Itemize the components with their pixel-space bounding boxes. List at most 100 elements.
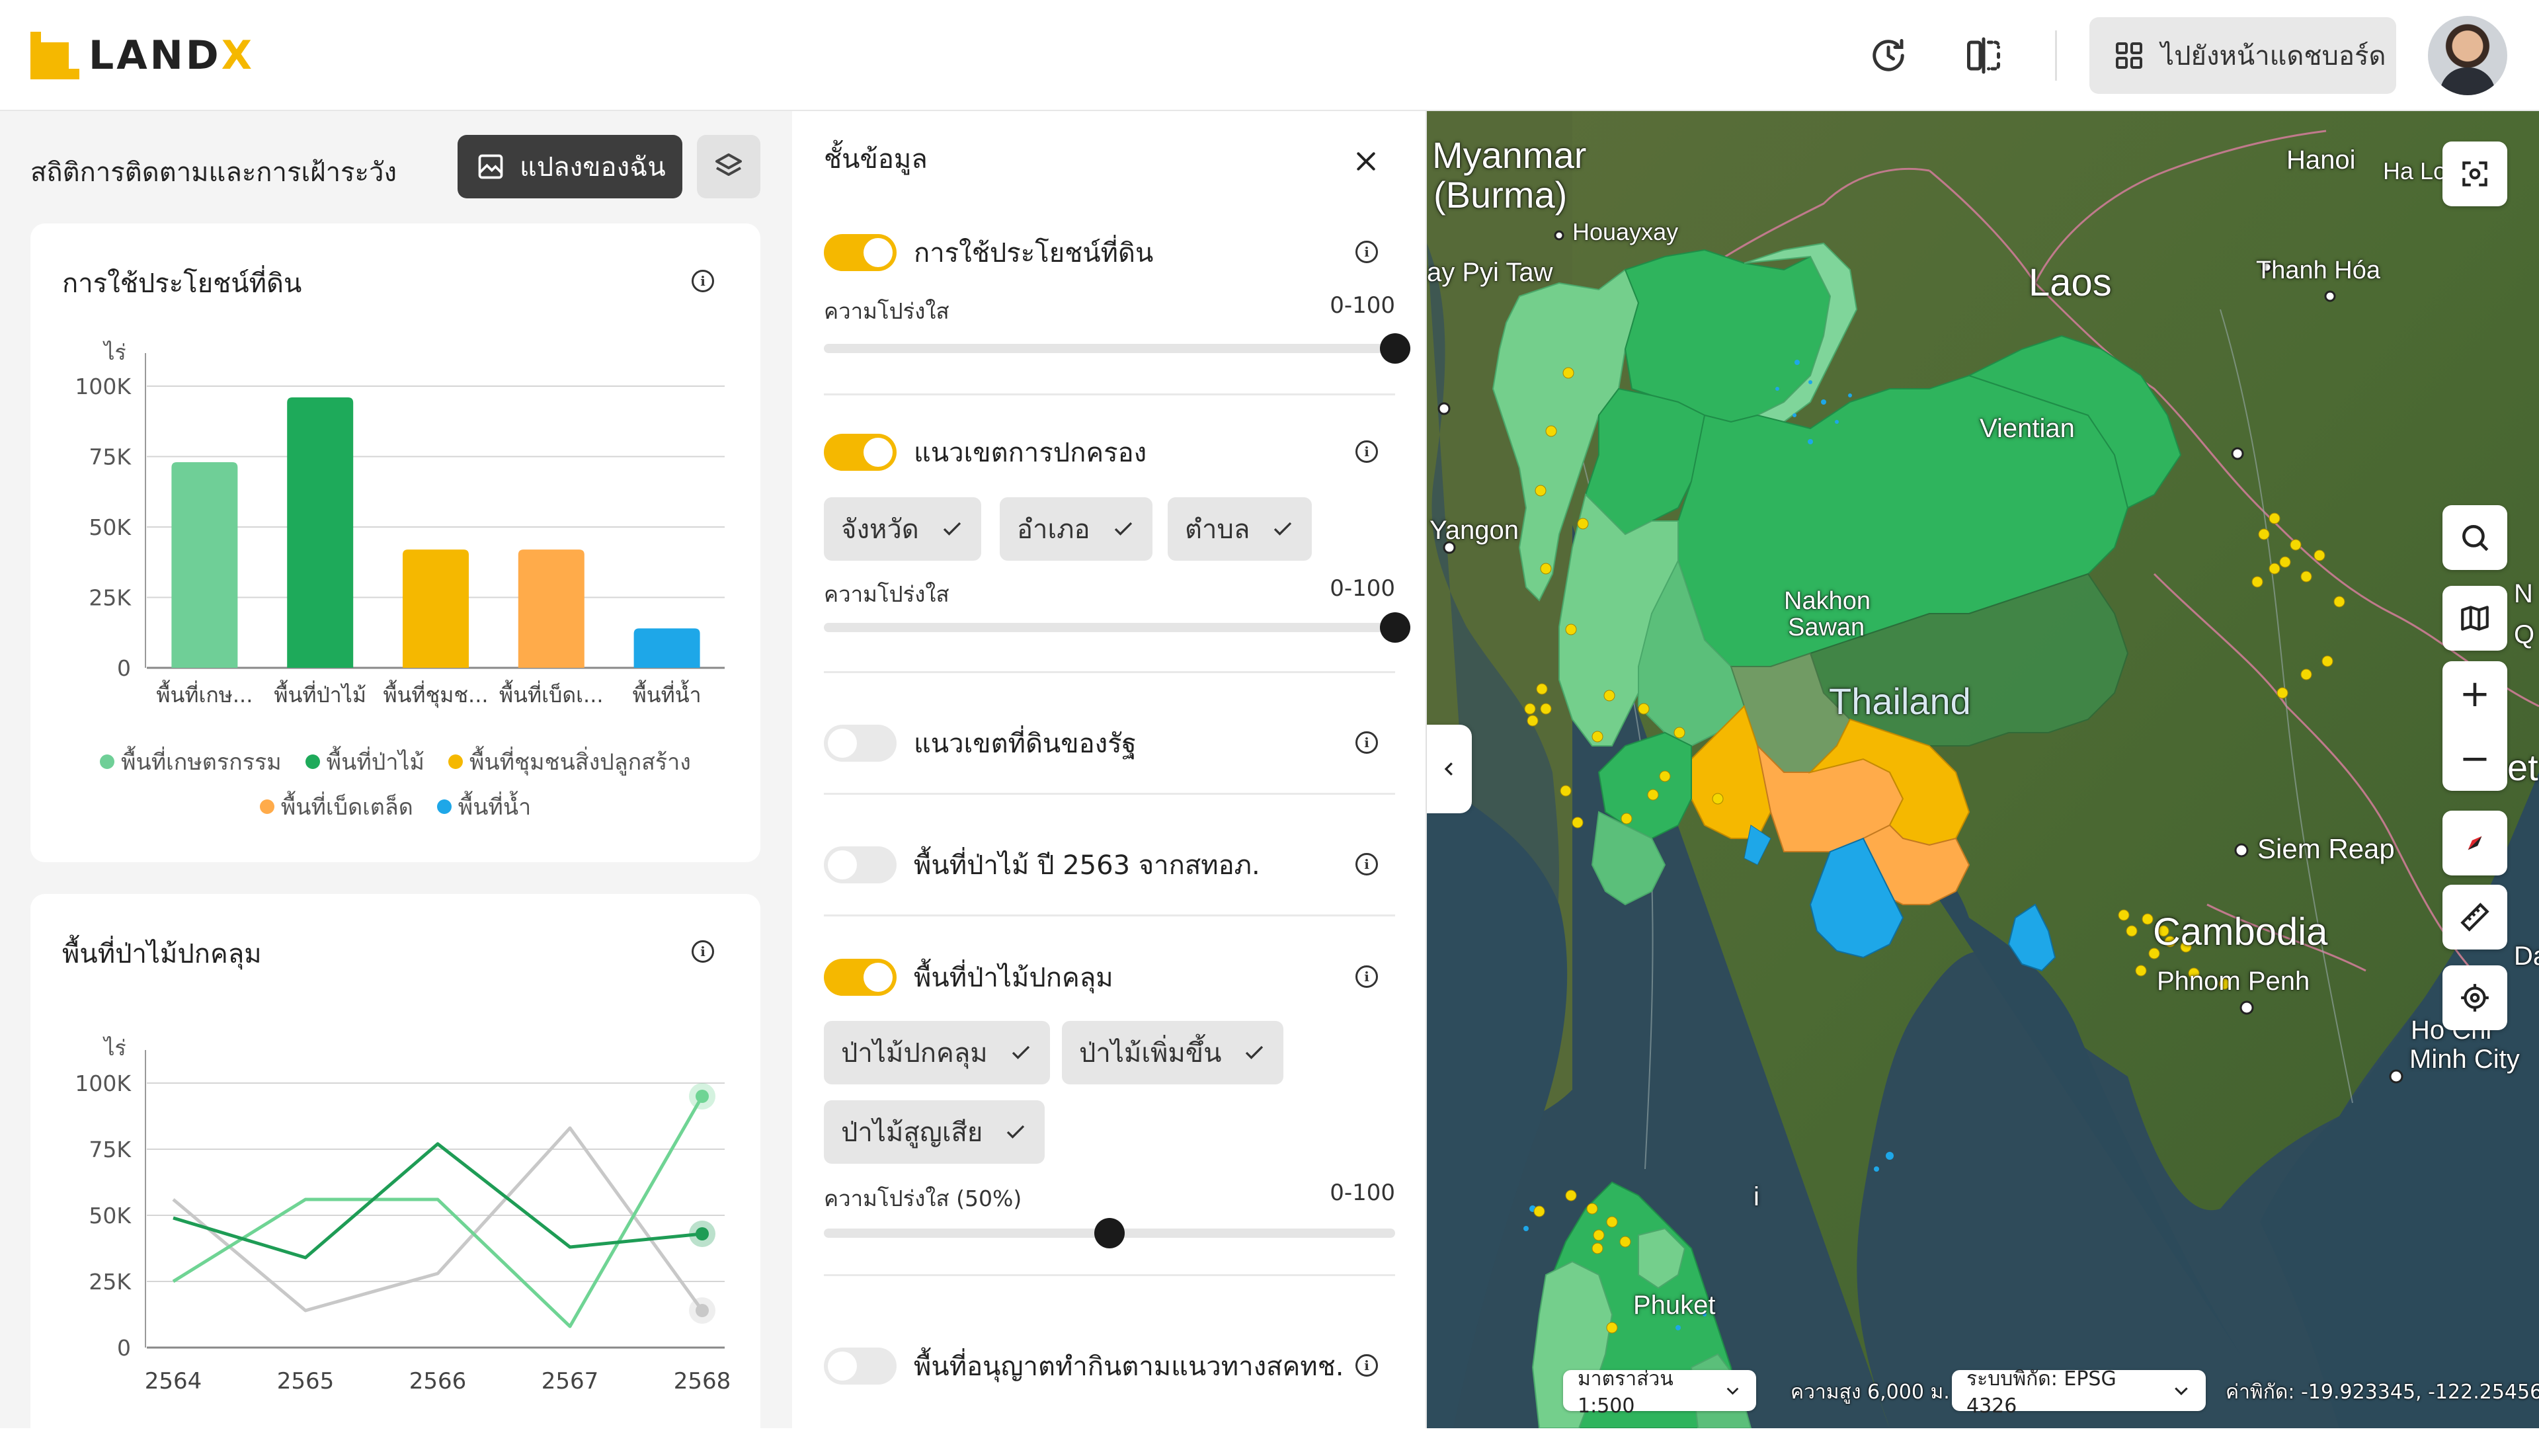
check-icon xyxy=(1007,1125,1025,1139)
layer-toggle[interactable] xyxy=(824,959,897,996)
altitude-readout: ความสูง 6,000 ม. xyxy=(1791,1381,1950,1404)
info-icon[interactable]: i xyxy=(1355,731,1378,754)
series-line[interactable] xyxy=(173,1142,703,1260)
layer-permit-area: พื้นที่อนุญาตทำกินตามแนวทางสคทช. i xyxy=(824,1341,1395,1437)
chip-forest-loss[interactable]: ป่าไม้สูญเสีย xyxy=(824,1100,1045,1164)
map-label: et xyxy=(2507,747,2538,788)
chip-forest-cover[interactable]: ป่าไม้ปกคลุม xyxy=(824,1021,1050,1084)
slider-handle[interactable] xyxy=(1094,1218,1125,1248)
go-to-dashboard-button[interactable]: ไปยังหน้าแดชบอร์ด xyxy=(2089,17,2396,94)
bar[interactable] xyxy=(287,397,354,668)
locate-button[interactable] xyxy=(2442,965,2507,1030)
y-tick-label: 25K xyxy=(89,585,132,611)
chip-subdistrict[interactable]: ตำบล xyxy=(1168,497,1312,561)
crs-select[interactable]: ระบบพิกัด: EPSG 4326 xyxy=(1952,1367,2206,1418)
scale-select[interactable]: มาตราส่วน 1:500 xyxy=(1563,1367,1756,1418)
layers-toggle-button[interactable] xyxy=(697,135,760,198)
x-tick-label: 2564 xyxy=(145,1368,202,1395)
data-point[interactable] xyxy=(696,1304,709,1317)
map-label: Da xyxy=(2514,942,2539,971)
check-icon xyxy=(1274,522,1292,536)
chip-district[interactable]: อำเภอ xyxy=(1000,497,1152,561)
map-label: Nakhon xyxy=(1784,587,1871,615)
layer-name: พื้นที่ป่าไม้ปกคลุม xyxy=(914,963,1113,993)
map-label: Yangon xyxy=(1430,516,1519,545)
info-icon[interactable]: i xyxy=(1355,241,1378,263)
fullscreen-button[interactable] xyxy=(2442,142,2507,206)
map-label: Siem Reap xyxy=(2257,833,2395,864)
measure-button[interactable] xyxy=(2442,885,2507,950)
logo-text: LAND xyxy=(89,32,222,79)
basemap-button[interactable] xyxy=(2442,586,2507,651)
map-label: Ha Lo xyxy=(2383,157,2447,184)
legend-item[interactable]: พื้นที่เกษตรกรรม xyxy=(100,739,282,784)
zoom-in-button[interactable]: + xyxy=(2459,672,2491,715)
map-search-button[interactable] xyxy=(2442,505,2507,570)
y-tick-label: 75K xyxy=(89,1137,132,1162)
opacity-label: ความโปร่งใส (50%) xyxy=(824,1186,1022,1211)
my-plot-button[interactable]: แปลงของฉัน xyxy=(458,135,682,198)
dashboard-icon xyxy=(2116,42,2142,69)
bar[interactable] xyxy=(403,549,469,668)
map-icon xyxy=(2461,606,2489,631)
info-icon[interactable]: i xyxy=(692,270,714,292)
opacity-slider[interactable] xyxy=(824,612,1410,643)
logo-text-x: X xyxy=(221,32,255,79)
layer-toggle[interactable] xyxy=(824,725,897,762)
map-label: Houayxay xyxy=(1572,218,1679,245)
layer-forest-2563: พื้นที่ป่าไม้ ปี 2563 จากสทอภ. i xyxy=(824,820,1395,916)
close-icon[interactable] xyxy=(1345,140,1387,182)
opacity-label: ความโปร่งใส xyxy=(824,298,949,324)
landx-logo[interactable]: LANDX xyxy=(30,32,255,79)
x-tick-label: พื้นที่น้ำ xyxy=(633,680,702,708)
chip-forest-gain[interactable]: ป่าไม้เพิ่มขึ้น xyxy=(1062,1021,1284,1084)
layer-toggle[interactable] xyxy=(824,234,897,271)
layers-panel: ชั้นข้อมูล การใช้ประโยชน์ที่ดิน i ความโป… xyxy=(792,111,1427,1428)
bar[interactable] xyxy=(171,462,238,668)
info-icon[interactable]: i xyxy=(1355,440,1378,463)
data-point[interactable] xyxy=(696,1090,709,1103)
map-label: Thanh Hóa xyxy=(2256,257,2381,284)
map-label: N xyxy=(2514,579,2533,608)
layer-admin-boundary: แนวเขตการปกครอง i จังหวัด อำเภอ ตำบล ควา… xyxy=(824,423,1410,673)
y-tick-label: 50K xyxy=(89,1203,132,1229)
legend-item[interactable]: พื้นที่ป่าไม้ xyxy=(305,739,424,784)
map-label: Minh City xyxy=(2409,1045,2520,1074)
opacity-slider[interactable] xyxy=(824,1218,1395,1248)
slider-handle[interactable] xyxy=(1380,612,1410,643)
map-view[interactable]: Myanmar (Burma) Hanoi Ha Lo Houayxay Lao… xyxy=(1427,111,2539,1428)
compare-icon[interactable] xyxy=(1960,32,2007,79)
compass-button[interactable] xyxy=(2442,811,2507,875)
layer-toggle[interactable] xyxy=(824,434,897,471)
layer-toggle[interactable] xyxy=(824,846,897,883)
chip-province[interactable]: จังหวัด xyxy=(824,497,981,561)
legend-item[interactable]: พื้นที่ชุมชนสิ่งปลูกสร้าง xyxy=(448,739,691,784)
layer-name: พื้นที่ป่าไม้ ปี 2563 จากสทอภ. xyxy=(914,850,1260,881)
avatar[interactable] xyxy=(2428,16,2507,95)
legend-item[interactable]: พื้นที่น้ำ xyxy=(436,784,531,829)
bar[interactable] xyxy=(518,549,584,668)
legend-item[interactable]: พื้นที่เบ็ดเตล็ด xyxy=(259,784,413,829)
map-label: (Burma) xyxy=(1433,174,1568,216)
data-point[interactable] xyxy=(696,1227,709,1240)
layer-toggle[interactable] xyxy=(824,1348,897,1385)
compass-icon xyxy=(2468,836,2482,850)
check-icon xyxy=(1114,522,1132,536)
zoom-out-button[interactable]: − xyxy=(2459,737,2491,780)
series-line[interactable] xyxy=(172,1126,704,1313)
info-icon[interactable]: i xyxy=(1355,965,1378,988)
series-line[interactable] xyxy=(172,1095,704,1328)
opacity-slider[interactable] xyxy=(824,333,1410,364)
collapse-panel-button[interactable] xyxy=(1427,725,1472,813)
legend-swatch xyxy=(100,754,115,769)
info-icon[interactable]: i xyxy=(1355,853,1378,875)
chip-label: ป่าไม้ปกคลุม xyxy=(841,1038,988,1069)
search-icon xyxy=(2462,525,2489,551)
info-icon[interactable]: i xyxy=(1355,1354,1378,1377)
opacity-range: 0-100 xyxy=(1330,292,1395,319)
map-label: Phuket xyxy=(1633,1291,1716,1320)
history-icon[interactable] xyxy=(1865,32,1912,79)
info-icon[interactable]: i xyxy=(692,940,714,963)
slider-handle[interactable] xyxy=(1380,333,1410,364)
bar[interactable] xyxy=(633,628,700,668)
